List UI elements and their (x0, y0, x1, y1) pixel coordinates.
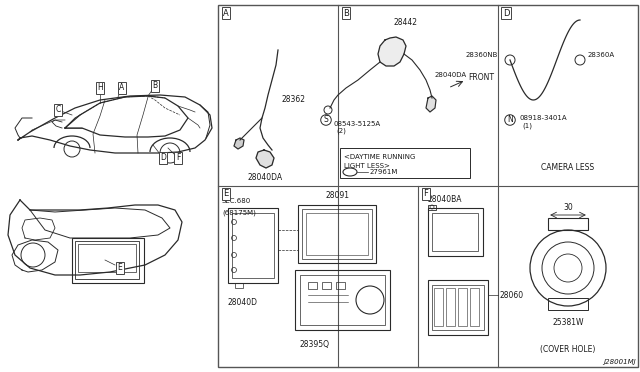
Bar (72, 238, 144, 283)
Bar (336, 282, 345, 289)
Bar (548, 218, 588, 230)
Text: <DAYTIME RUNNING: <DAYTIME RUNNING (344, 154, 415, 160)
Bar (548, 298, 588, 310)
Polygon shape (426, 96, 436, 112)
Bar (434, 288, 443, 326)
Bar (306, 213, 368, 255)
Text: 30: 30 (563, 203, 573, 212)
Text: H: H (97, 83, 103, 93)
Text: 28395Q: 28395Q (300, 340, 330, 349)
Text: (68175M): (68175M) (222, 210, 256, 217)
Text: D: D (503, 9, 509, 17)
Text: 28060: 28060 (500, 291, 524, 299)
Text: 28040DA: 28040DA (435, 72, 467, 78)
Text: E: E (223, 189, 228, 199)
Bar (300, 275, 385, 325)
Text: 28091: 28091 (325, 191, 349, 200)
Text: 28040DA: 28040DA (248, 173, 283, 183)
Polygon shape (234, 138, 244, 149)
Text: B: B (152, 81, 157, 90)
Polygon shape (378, 37, 406, 66)
Bar (322, 282, 331, 289)
Bar (458, 288, 467, 326)
Bar (432, 213, 478, 251)
Text: F: F (176, 154, 180, 163)
Text: A: A (120, 83, 125, 93)
Text: FRONT: FRONT (468, 74, 494, 83)
Text: A: A (223, 9, 229, 17)
Text: 08918-3401A: 08918-3401A (520, 115, 568, 121)
Text: D: D (160, 154, 166, 163)
Bar (428, 205, 436, 210)
Bar (295, 270, 390, 330)
Bar (232, 213, 274, 278)
Text: 08543-5125A: 08543-5125A (334, 121, 381, 127)
Text: 25381W: 25381W (552, 318, 584, 327)
Bar (308, 282, 317, 289)
Bar (428, 280, 488, 335)
Text: J28001MJ: J28001MJ (604, 359, 636, 365)
Bar (302, 209, 372, 259)
Bar (432, 285, 484, 330)
Text: F: F (424, 189, 428, 199)
Bar (228, 208, 278, 283)
Bar (428, 208, 483, 256)
Text: 28040BA: 28040BA (428, 195, 463, 204)
Text: 28362: 28362 (282, 96, 306, 105)
Text: B: B (343, 9, 349, 17)
Text: 27961M: 27961M (370, 169, 398, 175)
Text: 28040D: 28040D (228, 298, 258, 307)
Text: N: N (507, 115, 513, 125)
Bar (470, 288, 479, 326)
Bar (298, 205, 376, 263)
Text: (2): (2) (336, 128, 346, 134)
Bar (218, 5, 638, 367)
Text: S: S (324, 115, 328, 125)
Text: 28360A: 28360A (588, 52, 615, 58)
Bar (75, 241, 139, 279)
Bar (78, 244, 136, 272)
Text: CAMERA LESS: CAMERA LESS (541, 163, 595, 172)
Text: C: C (56, 106, 61, 115)
Bar (340, 148, 470, 178)
Text: (1): (1) (522, 123, 532, 129)
Bar (446, 288, 455, 326)
Text: SEC.680: SEC.680 (222, 198, 252, 204)
Bar (235, 283, 243, 288)
Polygon shape (256, 150, 274, 168)
Text: LIGHT LESS>: LIGHT LESS> (344, 163, 390, 169)
Text: E: E (118, 263, 122, 273)
Text: (COVER HOLE): (COVER HOLE) (540, 345, 596, 354)
Text: 28442: 28442 (393, 18, 417, 27)
Text: 28360NB: 28360NB (466, 52, 498, 58)
